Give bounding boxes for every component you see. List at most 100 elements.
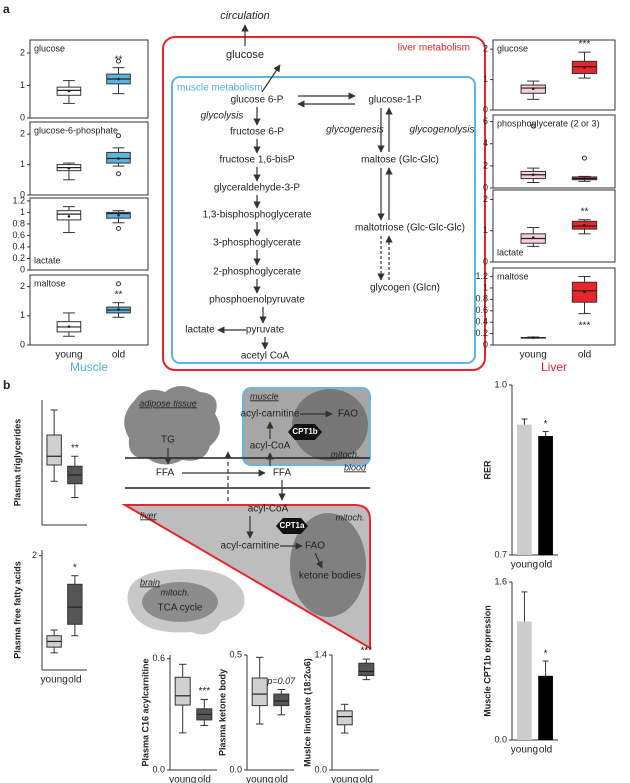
outlier	[116, 133, 121, 139]
x-tick-label: young	[169, 775, 196, 783]
plot-frame	[492, 189, 616, 263]
diagram-b: adipose tissue TG muscle acyl-carnitine …	[121, 386, 371, 650]
axis-title: Plasma C16 acylcarnitine	[140, 658, 150, 766]
label: glucose-1-P	[368, 95, 422, 106]
x-tick-label: young	[511, 560, 538, 571]
enzyme	[276, 518, 308, 534]
mean	[531, 173, 535, 177]
x-tick-label: old	[68, 675, 81, 686]
x-tick-label: old	[112, 350, 125, 361]
y-tick-label: 6	[483, 116, 488, 126]
y-tick-label: 1	[20, 80, 25, 90]
mean	[531, 236, 535, 239]
y-tick-label: 0.0	[152, 764, 165, 774]
label: liver	[140, 510, 158, 520]
plot-frame	[492, 114, 616, 189]
bar	[538, 675, 553, 740]
mean	[67, 325, 71, 328]
label: blood	[344, 462, 367, 472]
plot-frame	[492, 267, 616, 346]
x-tick-label: old	[198, 775, 211, 783]
chart-title: glucose	[34, 43, 65, 53]
label: maltotriose (Glc-Glc-Glc)	[355, 223, 465, 234]
y-tick-label: 1	[483, 74, 488, 84]
adipose-cloud	[124, 386, 220, 465]
label: acyl-carnitine	[221, 541, 280, 552]
mean	[583, 177, 586, 180]
label: CPT1b	[292, 427, 317, 436]
y-tick-label: 0.6	[12, 230, 25, 240]
mean	[583, 290, 586, 294]
section-label: Muscle	[70, 360, 108, 374]
mean	[583, 66, 586, 69]
annotation: **	[581, 206, 589, 217]
annotation: ***	[579, 320, 591, 331]
x-tick-label: young	[511, 745, 538, 756]
label: glycogen (Glcn)	[370, 283, 440, 294]
y-tick-label: 2	[20, 47, 25, 57]
label: liver metabolism	[398, 43, 470, 54]
y-tick-label: 0.6	[475, 305, 488, 315]
label: glycogenesis	[326, 125, 384, 136]
box	[46, 434, 62, 466]
label: TG	[161, 435, 175, 446]
y-tick-label: 0.0	[229, 764, 242, 774]
axis-title: Muscle CPT1b expression	[482, 605, 492, 717]
y-tick-label: 0.8	[475, 294, 488, 304]
mitochondrion	[142, 582, 218, 622]
y-tick-label: 0	[20, 264, 25, 274]
y-tick-label: 0	[20, 112, 25, 122]
annotation: **	[71, 443, 79, 454]
mean	[67, 215, 71, 218]
plot-frame	[492, 39, 616, 111]
mean	[117, 213, 120, 217]
label: glycogenolysis	[409, 125, 474, 136]
label: circulation	[220, 10, 270, 22]
label: ketone bodies	[299, 571, 361, 582]
bar	[517, 621, 532, 740]
label: glyceraldehyde-3-P	[214, 183, 300, 194]
y-tick-label: 1.6	[494, 576, 507, 586]
box	[67, 583, 83, 625]
x-tick-label: young	[41, 675, 68, 686]
annotation: *	[544, 419, 548, 430]
axis-title: RER	[482, 460, 492, 480]
outlier	[530, 123, 536, 129]
axis-title: Plasma ketone body	[217, 669, 227, 756]
label: FAO	[338, 409, 358, 420]
mitochondrion	[292, 389, 368, 461]
x-tick-label: young	[246, 775, 273, 783]
y-tick-label: 0.7	[494, 549, 507, 559]
y-tick-label: 0	[483, 339, 488, 349]
muscle-box	[171, 76, 476, 364]
y-tick-label: 2	[32, 550, 37, 560]
diagram-a: circulation glucose liver metabolism mus…	[162, 10, 486, 371]
y-tick-label: 2	[20, 129, 25, 139]
chart-title: phosphoglycerate (2 or 3)	[497, 118, 600, 128]
plot-frame	[29, 274, 149, 346]
annotation: **	[115, 54, 123, 65]
y-tick-label: 1.4	[314, 649, 327, 659]
label: maltose (Glc-Glc)	[361, 155, 439, 166]
y-tick-label: 0	[483, 182, 488, 192]
mean	[583, 223, 586, 227]
panel-label: b	[3, 378, 10, 392]
outlier	[582, 155, 587, 161]
chart-title: maltose	[34, 278, 66, 288]
label: 3-phosphoglycerate	[213, 238, 301, 249]
y-tick-label: 0.5	[229, 649, 242, 659]
enzyme	[288, 424, 322, 440]
mean	[117, 77, 120, 81]
mean	[531, 336, 535, 339]
label: TCA cycle	[157, 603, 202, 614]
liver-box	[162, 36, 486, 371]
label: mitoch.	[160, 587, 189, 597]
y-tick-label: 2	[20, 281, 25, 291]
axis-title: Muslce linoleate (18:2ω6)	[302, 658, 312, 767]
bar	[538, 436, 553, 555]
x-tick-label: old	[360, 775, 373, 783]
box	[336, 710, 353, 726]
y-tick-label: 2	[483, 194, 488, 204]
label: FFA	[156, 468, 175, 479]
x-tick-label: young	[55, 350, 82, 361]
